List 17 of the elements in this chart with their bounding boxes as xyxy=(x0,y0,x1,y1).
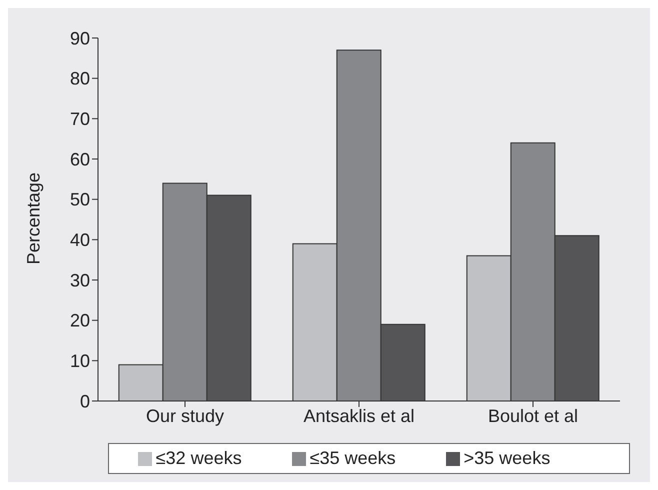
legend-label: ≤32 weeks xyxy=(156,448,242,468)
y-tick-label: 70 xyxy=(70,109,90,130)
y-tick-label: 90 xyxy=(70,28,90,48)
legend-label: >35 weeks xyxy=(464,448,550,468)
y-tick-label: 10 xyxy=(70,351,90,372)
y-tick-label: 80 xyxy=(70,68,90,89)
y-tick-label: 50 xyxy=(70,190,90,210)
legend-label: ≤35 weeks xyxy=(310,448,396,468)
x-tick-label: Antsaklis et al xyxy=(303,406,415,426)
y-tick-label: 0 xyxy=(80,391,90,412)
y-tick-label: 30 xyxy=(70,270,90,290)
y-tick-label: 60 xyxy=(70,149,90,170)
x-tick-label: Our study xyxy=(146,406,224,426)
y-tick-label: 40 xyxy=(70,230,90,250)
x-tick-label: Boulot et al xyxy=(488,406,578,426)
y-axis-title: Percentage xyxy=(23,172,44,264)
y-tick-label: 20 xyxy=(70,310,90,331)
